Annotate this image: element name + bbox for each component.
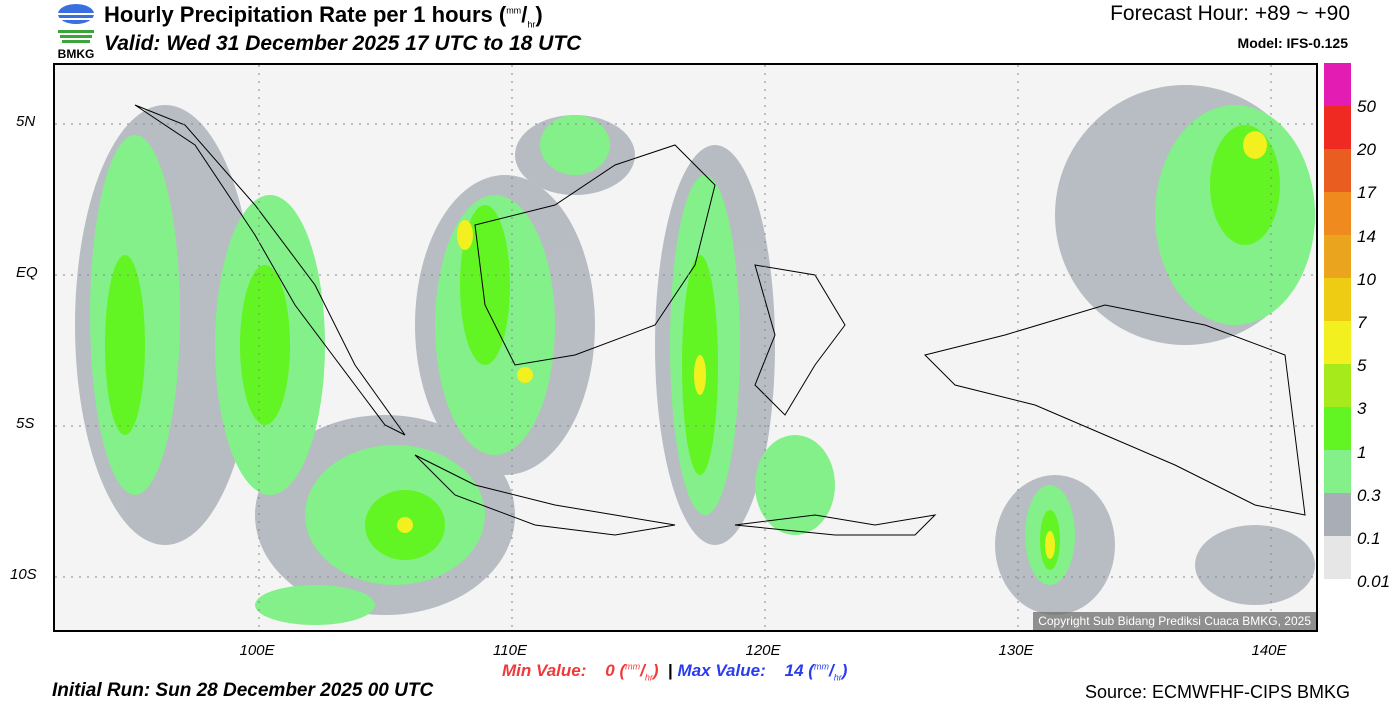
legend-swatch [1324,407,1351,450]
intense-rain-areas [397,131,1267,559]
lon-label-110e: 110E [493,642,527,659]
unit-den: hr [527,19,536,30]
legend-label: 1 [1357,442,1367,462]
legend-swatch [1324,106,1351,149]
legend-label: 3 [1357,399,1367,419]
legend-swatch [1324,493,1351,536]
legend-swatch [1324,536,1351,579]
graticule [55,65,1316,630]
min-value: 0 [605,661,615,680]
valid-time: Valid: Wed 31 December 2025 17 UTC to 18… [104,32,582,55]
lat-label-10s: 10S [10,566,37,583]
legend-label: 10 [1357,269,1376,289]
unit-num: mm [506,5,522,16]
legend-swatch [1324,149,1351,192]
legend-label: 5 [1357,356,1367,376]
title-text: Hourly Precipitation Rate per 1 hours ( [104,2,507,27]
legend-swatch [1324,321,1351,364]
coastlines [134,104,1306,536]
legend-swatch [1324,450,1351,493]
legend-swatch [1324,278,1351,321]
initial-run: Initial Run: Sun 28 December 2025 00 UTC [52,680,434,701]
legend-label: 7 [1357,313,1367,332]
max-unit: (mm/hr) [808,661,848,683]
legend-label: 17 [1357,183,1376,203]
lat-label-5s: 5S [16,415,35,432]
legend-label: 20 [1357,140,1376,160]
lon-label-120e: 120E [745,642,781,659]
data-source: Source: ECMWFHF-CIPS BMKG [1084,682,1350,702]
bmkg-logo: BMKG [52,2,100,61]
legend-label: 0.01 [1357,572,1391,592]
legend-label: 0.3 [1357,485,1381,505]
lon-label-140e: 140E [1251,642,1287,659]
legend-swatch [1324,63,1351,106]
color-legend [1324,63,1351,579]
copyright-notice: Copyright Sub Bidang Prediksi Cuaca BMKG… [1033,612,1316,630]
min-label: Min Value: [502,661,587,680]
separator: | [668,661,673,680]
lat-label-eq: EQ [16,264,38,281]
legend-label: 0.1 [1357,529,1381,548]
lon-label-100e: 100E [239,642,275,659]
logo-text: BMKG [58,47,95,60]
map-canvas [55,65,1316,630]
legend-swatch [1324,192,1351,235]
legend-label: 50 [1357,97,1376,116]
forecast-hour: Forecast Hour: +89 ~ +90 [1110,2,1350,25]
title-close: ) [535,2,543,27]
legend-label: 14 [1357,226,1376,246]
max-label: Max Value: [677,661,766,680]
legend-swatch [1324,235,1351,278]
min-max-values: Min Value: 0 (mm/hr) | Max Value: 14 (mm… [502,661,847,682]
model-label: Model: IFS-0.125 [1237,35,1348,51]
lat-label-5n: 5N [16,113,36,130]
lon-label-130e: 130E [998,642,1034,659]
precipitation-map[interactable] [53,63,1318,632]
max-value: 14 [784,661,804,680]
legend-swatch [1324,364,1351,407]
map-title: Hourly Precipitation Rate per 1 hours (m… [104,2,543,30]
min-unit: (mm/hr) [619,661,659,683]
